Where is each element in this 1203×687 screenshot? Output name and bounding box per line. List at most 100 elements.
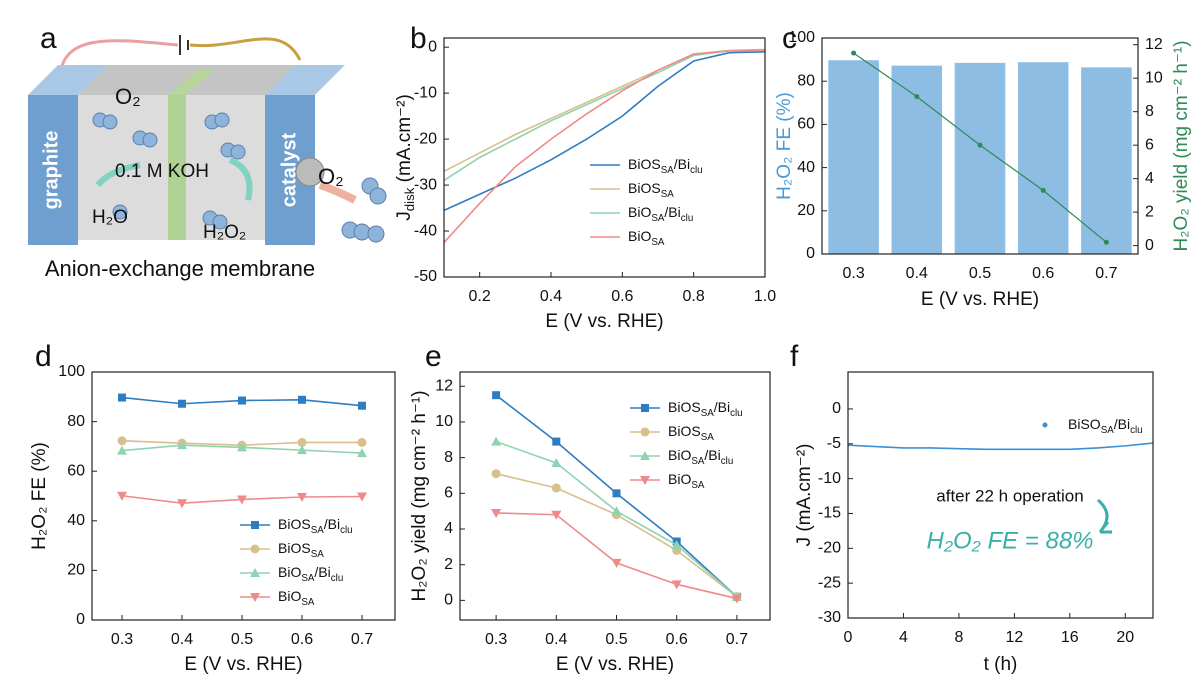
y-tick-label: -30 bbox=[818, 609, 841, 626]
label-part: SA bbox=[701, 432, 715, 443]
label-part: SA bbox=[691, 456, 705, 467]
marker bbox=[117, 445, 127, 455]
label-part: BiOS bbox=[278, 516, 311, 532]
x-tick-label: 0.2 bbox=[469, 288, 491, 305]
marker bbox=[357, 448, 367, 458]
label-part: SA bbox=[651, 237, 665, 248]
bar bbox=[828, 60, 879, 254]
x-axis-label: E (V vs. RHE) bbox=[556, 654, 674, 675]
marker bbox=[612, 489, 621, 498]
x-tick-label: 0.7 bbox=[726, 631, 748, 648]
label-part: SA bbox=[701, 408, 715, 419]
y-tick-label: 40 bbox=[67, 512, 85, 529]
x-axis-label: t (h) bbox=[984, 654, 1018, 675]
label-part: BiO bbox=[278, 588, 301, 604]
legend-label: BiOSSA/Biclu bbox=[628, 156, 703, 176]
y-tick-label: -20 bbox=[414, 130, 437, 147]
panel-letter: f bbox=[790, 340, 799, 373]
legend-marker bbox=[250, 568, 260, 577]
y-tick-label: 100 bbox=[788, 29, 815, 46]
y-tick-label: 80 bbox=[67, 413, 85, 430]
site bbox=[295, 157, 325, 187]
marker bbox=[492, 391, 501, 400]
x-tick-label: 16 bbox=[1061, 629, 1079, 646]
molecules bbox=[92, 112, 387, 243]
x-tick-label: 0.4 bbox=[540, 288, 562, 305]
label: Anion-exchange membrane bbox=[45, 256, 315, 281]
y-tick-label: 0 bbox=[428, 38, 437, 55]
marker bbox=[671, 540, 682, 550]
label-part: clu bbox=[730, 408, 743, 419]
marker bbox=[297, 445, 307, 455]
label-part: BiOS bbox=[668, 399, 701, 415]
label-part: /Bi bbox=[314, 564, 330, 580]
label-part: clu bbox=[721, 456, 734, 467]
y2-axis-label: H₂O₂ yield (mg cm⁻² h⁻¹) bbox=[1171, 40, 1192, 251]
y-tick-label: 60 bbox=[797, 116, 815, 133]
legend-label: BiOSSA/Biclu bbox=[278, 516, 353, 536]
x-tick-label: 0.6 bbox=[611, 288, 633, 305]
series-line bbox=[443, 50, 766, 212]
x-tick-label: 0.6 bbox=[666, 631, 688, 648]
marker bbox=[611, 506, 622, 516]
marker bbox=[491, 436, 502, 446]
label-part: SA bbox=[1101, 425, 1115, 436]
y-tick-label: 0 bbox=[76, 611, 85, 628]
y-tick-label: -10 bbox=[818, 470, 841, 487]
label-part: (mA.cm⁻²) bbox=[394, 94, 415, 187]
x-tick-label: 4 bbox=[899, 629, 908, 646]
y2-tick-label: 10 bbox=[1145, 69, 1163, 86]
marker bbox=[117, 491, 127, 501]
label-part: BiOS bbox=[278, 540, 311, 556]
legend-marker bbox=[1042, 422, 1048, 428]
plot-frame bbox=[459, 371, 771, 621]
legend-label: BiOSA bbox=[628, 228, 665, 248]
x-axis-label: E (V vs. RHE) bbox=[545, 311, 663, 332]
label-part: /Bi bbox=[704, 447, 720, 463]
marker bbox=[977, 142, 983, 148]
bar bbox=[954, 62, 1006, 255]
label: catalyst bbox=[278, 132, 300, 207]
legend-marker bbox=[251, 521, 259, 529]
marker bbox=[298, 395, 306, 404]
marker bbox=[358, 401, 366, 410]
schematic: O₂ graphite catalyst 0.1 M KOH H₂O H₂O₂ … bbox=[28, 22, 387, 281]
marker bbox=[671, 580, 682, 590]
y2-tick-label: 2 bbox=[1145, 203, 1154, 220]
marker bbox=[177, 499, 187, 509]
arrow bbox=[1096, 498, 1112, 534]
plot-frame bbox=[443, 37, 766, 278]
y-tick-label: -25 bbox=[818, 574, 841, 591]
membrane bbox=[168, 95, 186, 240]
x-tick-label: 0.5 bbox=[969, 265, 991, 282]
x-tick-label: 0.6 bbox=[291, 631, 313, 648]
y-tick-label: -10 bbox=[414, 84, 437, 101]
label-part: BiO bbox=[278, 564, 301, 580]
y-tick-label: 2 bbox=[444, 556, 453, 573]
legend-marker bbox=[640, 427, 650, 437]
marker bbox=[851, 50, 857, 56]
label-part: SA bbox=[691, 480, 705, 491]
label: H₂O bbox=[92, 207, 128, 228]
legend-label: BiOSA/Biclu bbox=[668, 447, 733, 467]
x-tick-label: 0.7 bbox=[1095, 265, 1117, 282]
bar bbox=[891, 65, 943, 254]
y2-tick-label: 8 bbox=[1145, 103, 1154, 120]
marker bbox=[491, 469, 501, 479]
panel-letter: b bbox=[410, 22, 427, 55]
series-line bbox=[496, 512, 738, 600]
y-tick-label: -15 bbox=[818, 505, 841, 522]
marker bbox=[178, 399, 186, 408]
x-tick-label: 0.7 bbox=[351, 631, 373, 648]
plot-frame bbox=[821, 37, 1139, 255]
label-part: BiOS bbox=[628, 180, 661, 196]
x-tick-label: 1.0 bbox=[754, 288, 776, 305]
marker bbox=[357, 492, 367, 502]
x-tick-label: 0.5 bbox=[231, 631, 253, 648]
y-tick-label: 10 bbox=[435, 413, 453, 430]
label-part: clu bbox=[690, 165, 703, 176]
label-part: SA bbox=[301, 573, 315, 584]
label-part: /Bi bbox=[324, 516, 340, 532]
plot-frame bbox=[847, 371, 1154, 619]
